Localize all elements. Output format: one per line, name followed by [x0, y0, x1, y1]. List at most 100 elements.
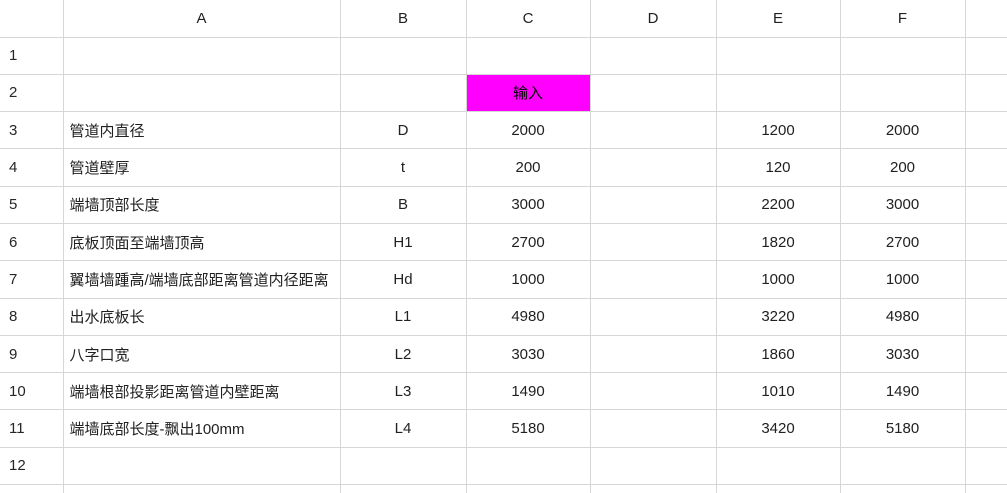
cell-g5[interactable]	[965, 186, 1007, 224]
cell-d8[interactable]	[590, 298, 717, 336]
column-header-e[interactable]: E	[716, 0, 841, 38]
column-header-a[interactable]: A	[63, 0, 341, 38]
cell-e13[interactable]	[716, 484, 841, 493]
cell-g13[interactable]	[965, 484, 1007, 493]
cell-f4[interactable]: 200	[840, 148, 966, 187]
row-header-5[interactable]: 5	[0, 186, 64, 224]
cell-b3[interactable]: D	[340, 111, 467, 150]
cell-f6[interactable]: 2700	[840, 223, 966, 262]
cell-a1[interactable]	[63, 37, 341, 75]
cell-a5[interactable]: 端墙顶部长度	[63, 186, 341, 224]
row-header-1[interactable]: 1	[0, 37, 64, 75]
row-header-13[interactable]	[0, 484, 64, 493]
cell-g3[interactable]	[965, 111, 1007, 150]
cell-g9[interactable]	[965, 335, 1007, 374]
cell-c11[interactable]: 5180	[466, 409, 591, 448]
cell-a12[interactable]	[63, 447, 341, 486]
cell-b7[interactable]: Hd	[340, 260, 467, 299]
cell-d1[interactable]	[590, 37, 717, 75]
cell-g1[interactable]	[965, 37, 1007, 75]
cell-a3[interactable]: 管道内直径	[63, 111, 341, 150]
select-all-corner[interactable]	[0, 0, 64, 38]
cell-c12[interactable]	[466, 447, 591, 486]
cell-g8[interactable]	[965, 298, 1007, 336]
cell-b9[interactable]: L2	[340, 335, 467, 374]
row-header-4[interactable]: 4	[0, 148, 64, 187]
cell-c1[interactable]	[466, 37, 591, 75]
cell-a10[interactable]: 端墙根部投影距离管道内壁距离	[63, 372, 341, 411]
cell-c4[interactable]: 200	[466, 148, 591, 187]
cell-d4[interactable]	[590, 148, 717, 187]
cell-e2[interactable]	[716, 74, 841, 113]
cell-d5[interactable]	[590, 186, 717, 224]
column-header-d[interactable]: D	[590, 0, 717, 38]
cell-f10[interactable]: 1490	[840, 372, 966, 411]
cell-g7[interactable]	[965, 260, 1007, 299]
row-header-11[interactable]: 11	[0, 409, 64, 448]
cell-b12[interactable]	[340, 447, 467, 486]
cell-b11[interactable]: L4	[340, 409, 467, 448]
cell-f13[interactable]	[840, 484, 966, 493]
cell-d9[interactable]	[590, 335, 717, 374]
cell-d3[interactable]	[590, 111, 717, 150]
cell-d10[interactable]	[590, 372, 717, 411]
cell-b2[interactable]	[340, 74, 467, 113]
cell-c2-input-header[interactable]: 输入	[466, 74, 591, 113]
cell-a6[interactable]: 底板顶面至端墙顶高	[63, 223, 341, 262]
cell-d7[interactable]	[590, 260, 717, 299]
cell-g4[interactable]	[965, 148, 1007, 187]
cell-d13[interactable]	[590, 484, 717, 493]
cell-a7[interactable]: 翼墙墙踵高/端墙底部距离管道内径距离	[63, 260, 341, 299]
cell-b1[interactable]	[340, 37, 467, 75]
cell-b13[interactable]	[340, 484, 467, 493]
cell-b10[interactable]: L3	[340, 372, 467, 411]
cell-g2[interactable]	[965, 74, 1007, 113]
cell-d2[interactable]	[590, 74, 717, 113]
cell-e7[interactable]: 1000	[716, 260, 841, 299]
cell-d6[interactable]	[590, 223, 717, 262]
cell-c9[interactable]: 3030	[466, 335, 591, 374]
cell-e12[interactable]	[716, 447, 841, 486]
cell-g10[interactable]	[965, 372, 1007, 411]
cell-a13[interactable]	[63, 484, 341, 493]
column-header-c[interactable]: C	[466, 0, 591, 38]
cell-f7[interactable]: 1000	[840, 260, 966, 299]
row-header-2[interactable]: 2	[0, 74, 64, 113]
cell-c7[interactable]: 1000	[466, 260, 591, 299]
cell-b6[interactable]: H1	[340, 223, 467, 262]
cell-d11[interactable]	[590, 409, 717, 448]
cell-f8[interactable]: 4980	[840, 298, 966, 336]
row-header-6[interactable]: 6	[0, 223, 64, 262]
cell-e5[interactable]: 2200	[716, 186, 841, 224]
row-header-7[interactable]: 7	[0, 260, 64, 299]
row-header-10[interactable]: 10	[0, 372, 64, 411]
cell-g12[interactable]	[965, 447, 1007, 486]
cell-c6[interactable]: 2700	[466, 223, 591, 262]
cell-c5[interactable]: 3000	[466, 186, 591, 224]
cell-f12[interactable]	[840, 447, 966, 486]
cell-e8[interactable]: 3220	[716, 298, 841, 336]
cell-b5[interactable]: B	[340, 186, 467, 224]
cell-c3[interactable]: 2000	[466, 111, 591, 150]
column-header-partial[interactable]	[965, 0, 1007, 38]
cell-e4[interactable]: 120	[716, 148, 841, 187]
cell-d12[interactable]	[590, 447, 717, 486]
cell-e10[interactable]: 1010	[716, 372, 841, 411]
cell-a11[interactable]: 端墙底部长度-飘出100mm	[63, 409, 341, 448]
cell-c8[interactable]: 4980	[466, 298, 591, 336]
cell-b8[interactable]: L1	[340, 298, 467, 336]
cell-g6[interactable]	[965, 223, 1007, 262]
cell-f1[interactable]	[840, 37, 966, 75]
cell-c13[interactable]	[466, 484, 591, 493]
cell-f11[interactable]: 5180	[840, 409, 966, 448]
cell-f9[interactable]: 3030	[840, 335, 966, 374]
row-header-9[interactable]: 9	[0, 335, 64, 374]
cell-f2[interactable]	[840, 74, 966, 113]
row-header-3[interactable]: 3	[0, 111, 64, 150]
cell-c10[interactable]: 1490	[466, 372, 591, 411]
cell-e11[interactable]: 3420	[716, 409, 841, 448]
cell-b4[interactable]: t	[340, 148, 467, 187]
cell-a9[interactable]: 八字口宽	[63, 335, 341, 374]
row-header-12[interactable]: 12	[0, 447, 64, 486]
cell-a8[interactable]: 出水底板长	[63, 298, 341, 336]
